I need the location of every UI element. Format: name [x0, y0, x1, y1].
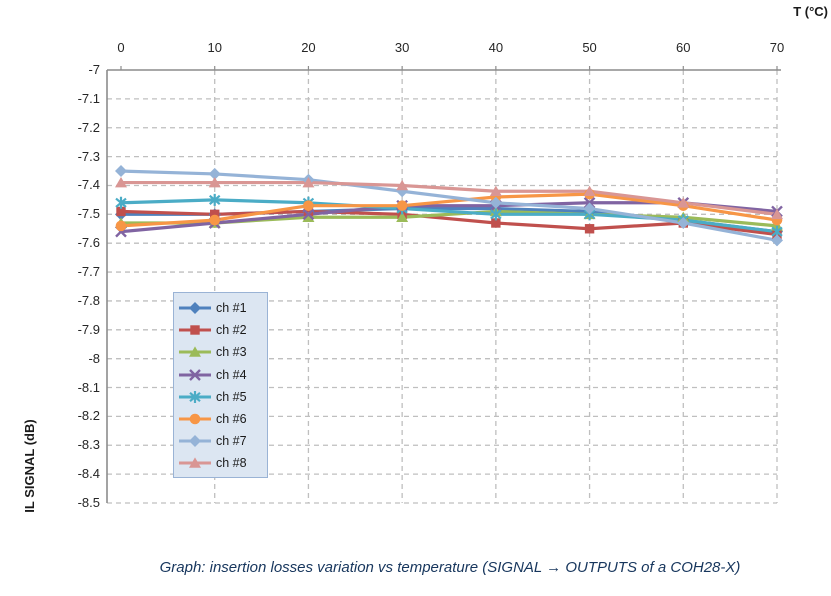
legend-label: ch #5	[216, 389, 247, 404]
x-axis-title: T (°C)	[793, 4, 828, 19]
y-tick-label: -7.1	[77, 90, 100, 106]
y-tick-label: -8.5	[77, 495, 100, 510]
legend-diamond-marker-icon	[179, 435, 211, 448]
y-tick-label: -7.4	[77, 177, 100, 193]
legend-item-ch-3: ch #3	[174, 341, 267, 363]
legend-x-marker-icon	[179, 368, 211, 381]
x-tick-label: 60	[676, 40, 691, 55]
legend-item-ch-4: ch #4	[174, 364, 267, 386]
legend-item-ch-1: ch #1	[174, 297, 267, 319]
chart-caption: Graph: insertion losses variation vs tem…	[159, 559, 741, 576]
legend-diamond-marker-icon	[179, 302, 211, 315]
y-axis-title: IL SIGNAL (dB)	[22, 419, 37, 513]
y-tick-label: -7.9	[77, 321, 100, 337]
legend-triangle-marker-icon	[179, 346, 211, 358]
legend-label: ch #7	[216, 434, 247, 449]
legend-asterisk-marker-icon	[179, 390, 211, 403]
x-tick-label: 0	[117, 40, 125, 55]
legend-label: ch #6	[216, 412, 247, 427]
y-tick-label: -7.5	[77, 206, 100, 222]
y-tick-label: -8.3	[77, 437, 100, 453]
legend-item-ch-5: ch #5	[174, 386, 267, 408]
y-tick-label: -8.2	[77, 408, 100, 424]
y-tick-label: -7	[88, 62, 100, 77]
legend-item-ch-7: ch #7	[174, 430, 267, 452]
y-tick-label: -7.8	[77, 292, 100, 308]
legend-square-marker-icon	[179, 325, 211, 335]
legend: ch #1 ch #2 ch #3 ch #4 ch #5 ch #6 ch #7 ch #8	[173, 292, 268, 478]
y-tick-label: -7.3	[77, 148, 100, 164]
legend-label: ch #4	[216, 367, 247, 382]
legend-label: ch #1	[216, 301, 247, 316]
x-tick-label: 30	[394, 40, 410, 55]
legend-item-ch-6: ch #6	[174, 408, 267, 430]
legend-label: ch #3	[216, 345, 247, 360]
x-tick-label: 70	[769, 40, 785, 55]
y-tick-label: -7.2	[77, 119, 100, 135]
y-tick-label: -7.6	[77, 235, 100, 251]
y-tick-label: -8.4	[77, 466, 100, 482]
legend-triangle-marker-icon	[179, 457, 211, 469]
legend-label: ch #2	[216, 323, 247, 338]
y-tick-label: -7.7	[77, 264, 100, 280]
x-tick-label: 10	[207, 40, 222, 55]
x-tick-label: 20	[301, 40, 316, 55]
x-tick-label: 50	[582, 40, 597, 55]
y-tick-label: -8.1	[77, 379, 100, 395]
legend-item-ch-8: ch #8	[174, 452, 267, 474]
y-tick-label: -8	[88, 350, 100, 366]
x-tick-label: 40	[488, 40, 504, 55]
legend-circle-marker-icon	[179, 413, 211, 425]
legend-label: ch #8	[216, 456, 247, 471]
legend-item-ch-2: ch #2	[174, 319, 267, 341]
